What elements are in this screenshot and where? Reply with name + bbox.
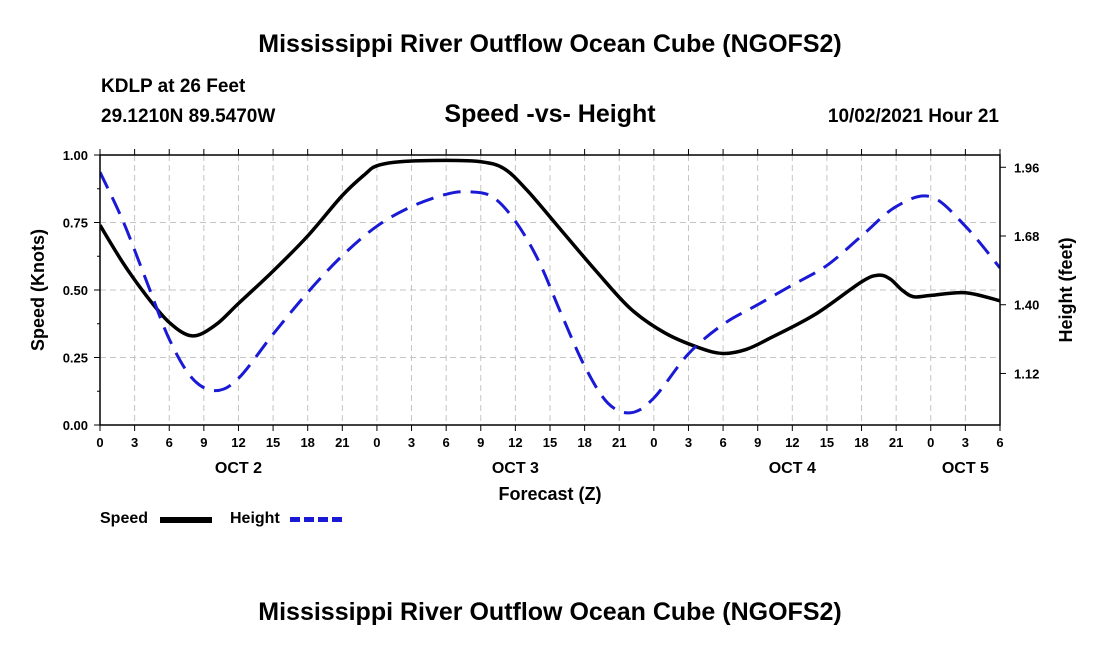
x-tick-label: 9: [754, 435, 761, 450]
right-tick-label: 1.68: [1014, 229, 1039, 244]
x-tick-label: 0: [96, 435, 103, 450]
x-tick-label: 0: [650, 435, 657, 450]
series-line-speed: [100, 158, 1000, 356]
grid: [100, 155, 1000, 425]
x-date-label: OCT 2: [215, 460, 262, 477]
legend-speed-label: Speed: [100, 510, 149, 527]
station-label: KDLP at 26 Feet: [101, 76, 246, 97]
left-tick-label: 0.75: [63, 216, 88, 231]
left-tick-label: 0.50: [63, 283, 88, 298]
x-tick-label: 3: [408, 435, 415, 450]
left-tick-label: 1.00: [63, 148, 88, 163]
x-tick-label: 18: [854, 435, 868, 450]
x-tick-label: 6: [996, 435, 1003, 450]
left-tick-label: 0.00: [63, 418, 88, 433]
right-tick-label: 1.40: [1014, 298, 1039, 313]
legend-height-swatch: [290, 517, 342, 522]
x-tick-label: 6: [166, 435, 173, 450]
x-tick-label: 18: [300, 435, 314, 450]
station-coordinates: 29.1210N 89.5470W: [101, 106, 276, 127]
right-tick-label: 1.12: [1014, 366, 1039, 381]
x-tick-label: 21: [612, 435, 626, 450]
x-date-label: OCT 4: [769, 460, 816, 477]
x-tick-label: 15: [543, 435, 557, 450]
x-date-label: OCT 3: [492, 460, 539, 477]
x-tick-label: 6: [719, 435, 726, 450]
axes: 0 3 6 9 12 15 18 21 0 3 6 9 12 15 18 21 0 3 6 9 12 15 18 21 0 3 6 0…: [28, 148, 1076, 504]
legend-speed-swatch: [160, 517, 212, 523]
x-tick-label: 15: [820, 435, 834, 450]
x-tick-label: 12: [785, 435, 799, 450]
x-tick-label: 15: [266, 435, 280, 450]
x-tick-label: 12: [508, 435, 522, 450]
x-tick-label: 21: [889, 435, 903, 450]
x-axis-title: Forecast (Z): [498, 484, 601, 504]
chart-subtitle: Speed -vs- Height: [444, 100, 656, 128]
x-tick-label: 9: [200, 435, 207, 450]
footer-title: Mississippi River Outflow Ocean Cube (NG…: [258, 598, 842, 626]
chart-title: Mississippi River Outflow Ocean Cube (NG…: [258, 30, 842, 58]
x-tick-label: 12: [231, 435, 245, 450]
x-tick-label: 9: [477, 435, 484, 450]
x-date-label: OCT 5: [942, 460, 989, 477]
right-tick-label: 1.96: [1014, 160, 1039, 175]
left-tick-label: 0.25: [63, 351, 88, 366]
x-tick-label: 3: [131, 435, 138, 450]
series-lines: [100, 158, 1000, 415]
x-tick-label: 18: [577, 435, 591, 450]
x-tick-label: 6: [443, 435, 450, 450]
x-tick-label: 3: [685, 435, 692, 450]
x-tick-label: 3: [962, 435, 969, 450]
x-tick-label: 0: [927, 435, 934, 450]
series-line-height: [100, 171, 1000, 415]
x-tick-label: 21: [335, 435, 349, 450]
right-axis-title: Height (feet): [1056, 238, 1076, 343]
forecast-datetime: 10/02/2021 Hour 21: [827, 106, 999, 127]
legend-height-label: Height: [230, 510, 280, 527]
left-axis-title: Speed (Knots): [28, 229, 48, 351]
x-tick-label: 0: [373, 435, 380, 450]
